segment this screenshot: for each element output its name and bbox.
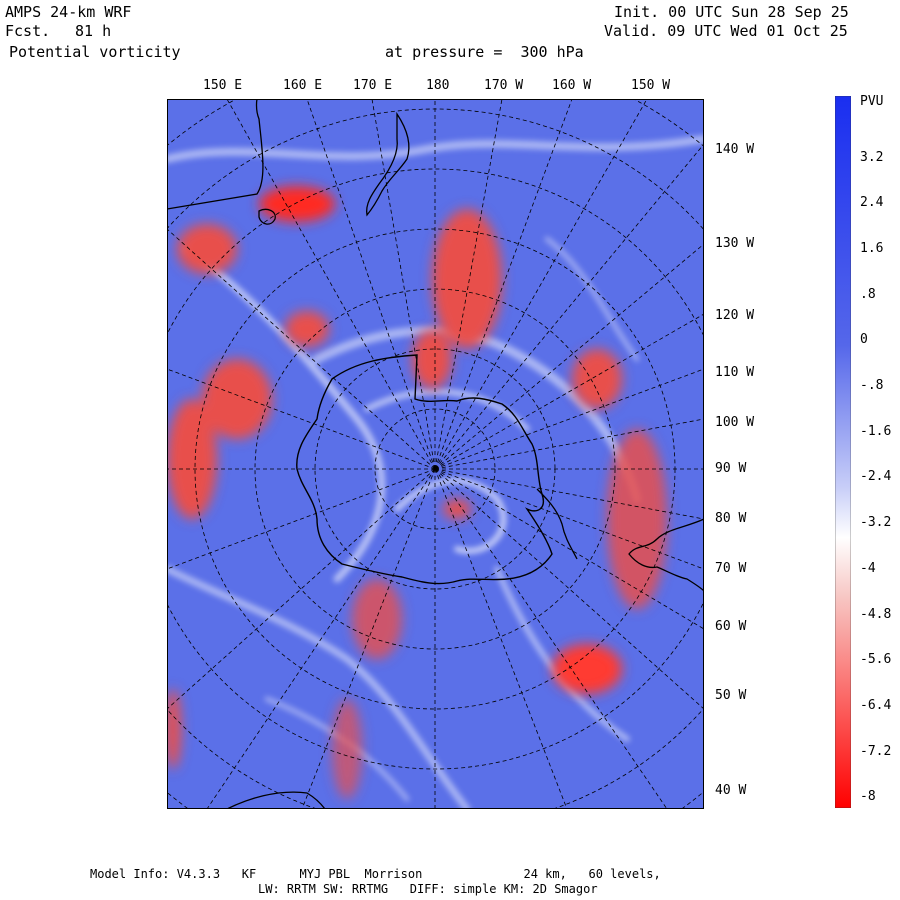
colorbar-tick: -4.8 — [860, 607, 892, 622]
pv-colorbar — [835, 96, 851, 808]
colorbar-tick: -7.2 — [860, 744, 892, 759]
model-title: AMPS 24-km WRF — [5, 3, 132, 21]
lon-label-right: 100 W — [715, 415, 755, 430]
lon-label-top: 180 — [426, 78, 450, 93]
lon-label-top: 160 E — [283, 78, 323, 93]
lon-label-right: 50 W — [715, 688, 747, 703]
lon-label-right: 130 W — [715, 236, 755, 251]
colorbar-tick: -.8 — [860, 378, 884, 393]
map-frame — [167, 99, 704, 809]
antarctica-coastline — [296, 354, 553, 585]
south-america-coastline — [628, 518, 704, 592]
lon-label-top: 150 W — [631, 78, 671, 93]
southern-coastline — [226, 791, 326, 809]
lon-label-top: 170 E — [353, 78, 393, 93]
antarctic-peninsula — [536, 488, 578, 560]
new-zealand — [366, 111, 410, 217]
lon-label-right: 40 W — [715, 783, 747, 798]
field-name: Potential vorticity — [9, 43, 181, 61]
valid-time: Valid. 09 UTC Wed 01 Oct 25 — [604, 22, 848, 40]
physics-info: LW: RRTM SW: RRTMG DIFF: simple KM: 2D S… — [258, 882, 598, 896]
lon-label-right: 60 W — [715, 619, 747, 634]
lon-label-top: 160 W — [552, 78, 592, 93]
colorbar-tick: 0 — [860, 332, 868, 347]
colorbar-tick: -1.6 — [860, 424, 892, 439]
lon-label-right: 70 W — [715, 561, 747, 576]
pv-negative-regions — [167, 186, 667, 799]
colorbar-tick: -4 — [860, 561, 876, 576]
pressure-level: at pressure = 300 hPa — [385, 43, 584, 61]
forecast-value: 81 h — [75, 22, 112, 40]
latlon-graticule — [167, 99, 704, 809]
pv-filaments — [167, 135, 704, 809]
colorbar-tick: 1.6 — [860, 241, 884, 256]
colorbar-tick: -8 — [860, 789, 876, 804]
colorbar-tick: -6.4 — [860, 698, 892, 713]
colorbar-tick: -2.4 — [860, 469, 892, 484]
lon-label-right: 90 W — [715, 461, 747, 476]
lon-label-top: 150 E — [203, 78, 243, 93]
model-info: Model Info: V4.3.3 KF MYJ PBL Morrison 2… — [90, 867, 661, 881]
lon-label-right: 80 W — [715, 511, 747, 526]
colorbar-unit: PVU — [860, 94, 884, 109]
colorbar-tick: -5.6 — [860, 652, 892, 667]
lon-label-top: 170 W — [484, 78, 524, 93]
australia-coastline — [167, 99, 264, 210]
forecast-label: Fcst. — [5, 22, 51, 40]
colorbar-tick: 2.4 — [860, 195, 884, 210]
colorbar-tick: -3.2 — [860, 515, 892, 530]
lon-label-right: 110 W — [715, 365, 755, 380]
colorbar-tick: 3.2 — [860, 150, 884, 165]
lon-label-right: 120 W — [715, 308, 755, 323]
potential-vorticity-map — [167, 99, 704, 809]
colorbar-tick: .8 — [860, 287, 876, 302]
tasmania — [258, 208, 276, 225]
lon-label-right: 140 W — [715, 142, 755, 157]
colorbar-scale — [835, 96, 851, 808]
init-time: Init. 00 UTC Sun 28 Sep 25 — [614, 3, 849, 21]
